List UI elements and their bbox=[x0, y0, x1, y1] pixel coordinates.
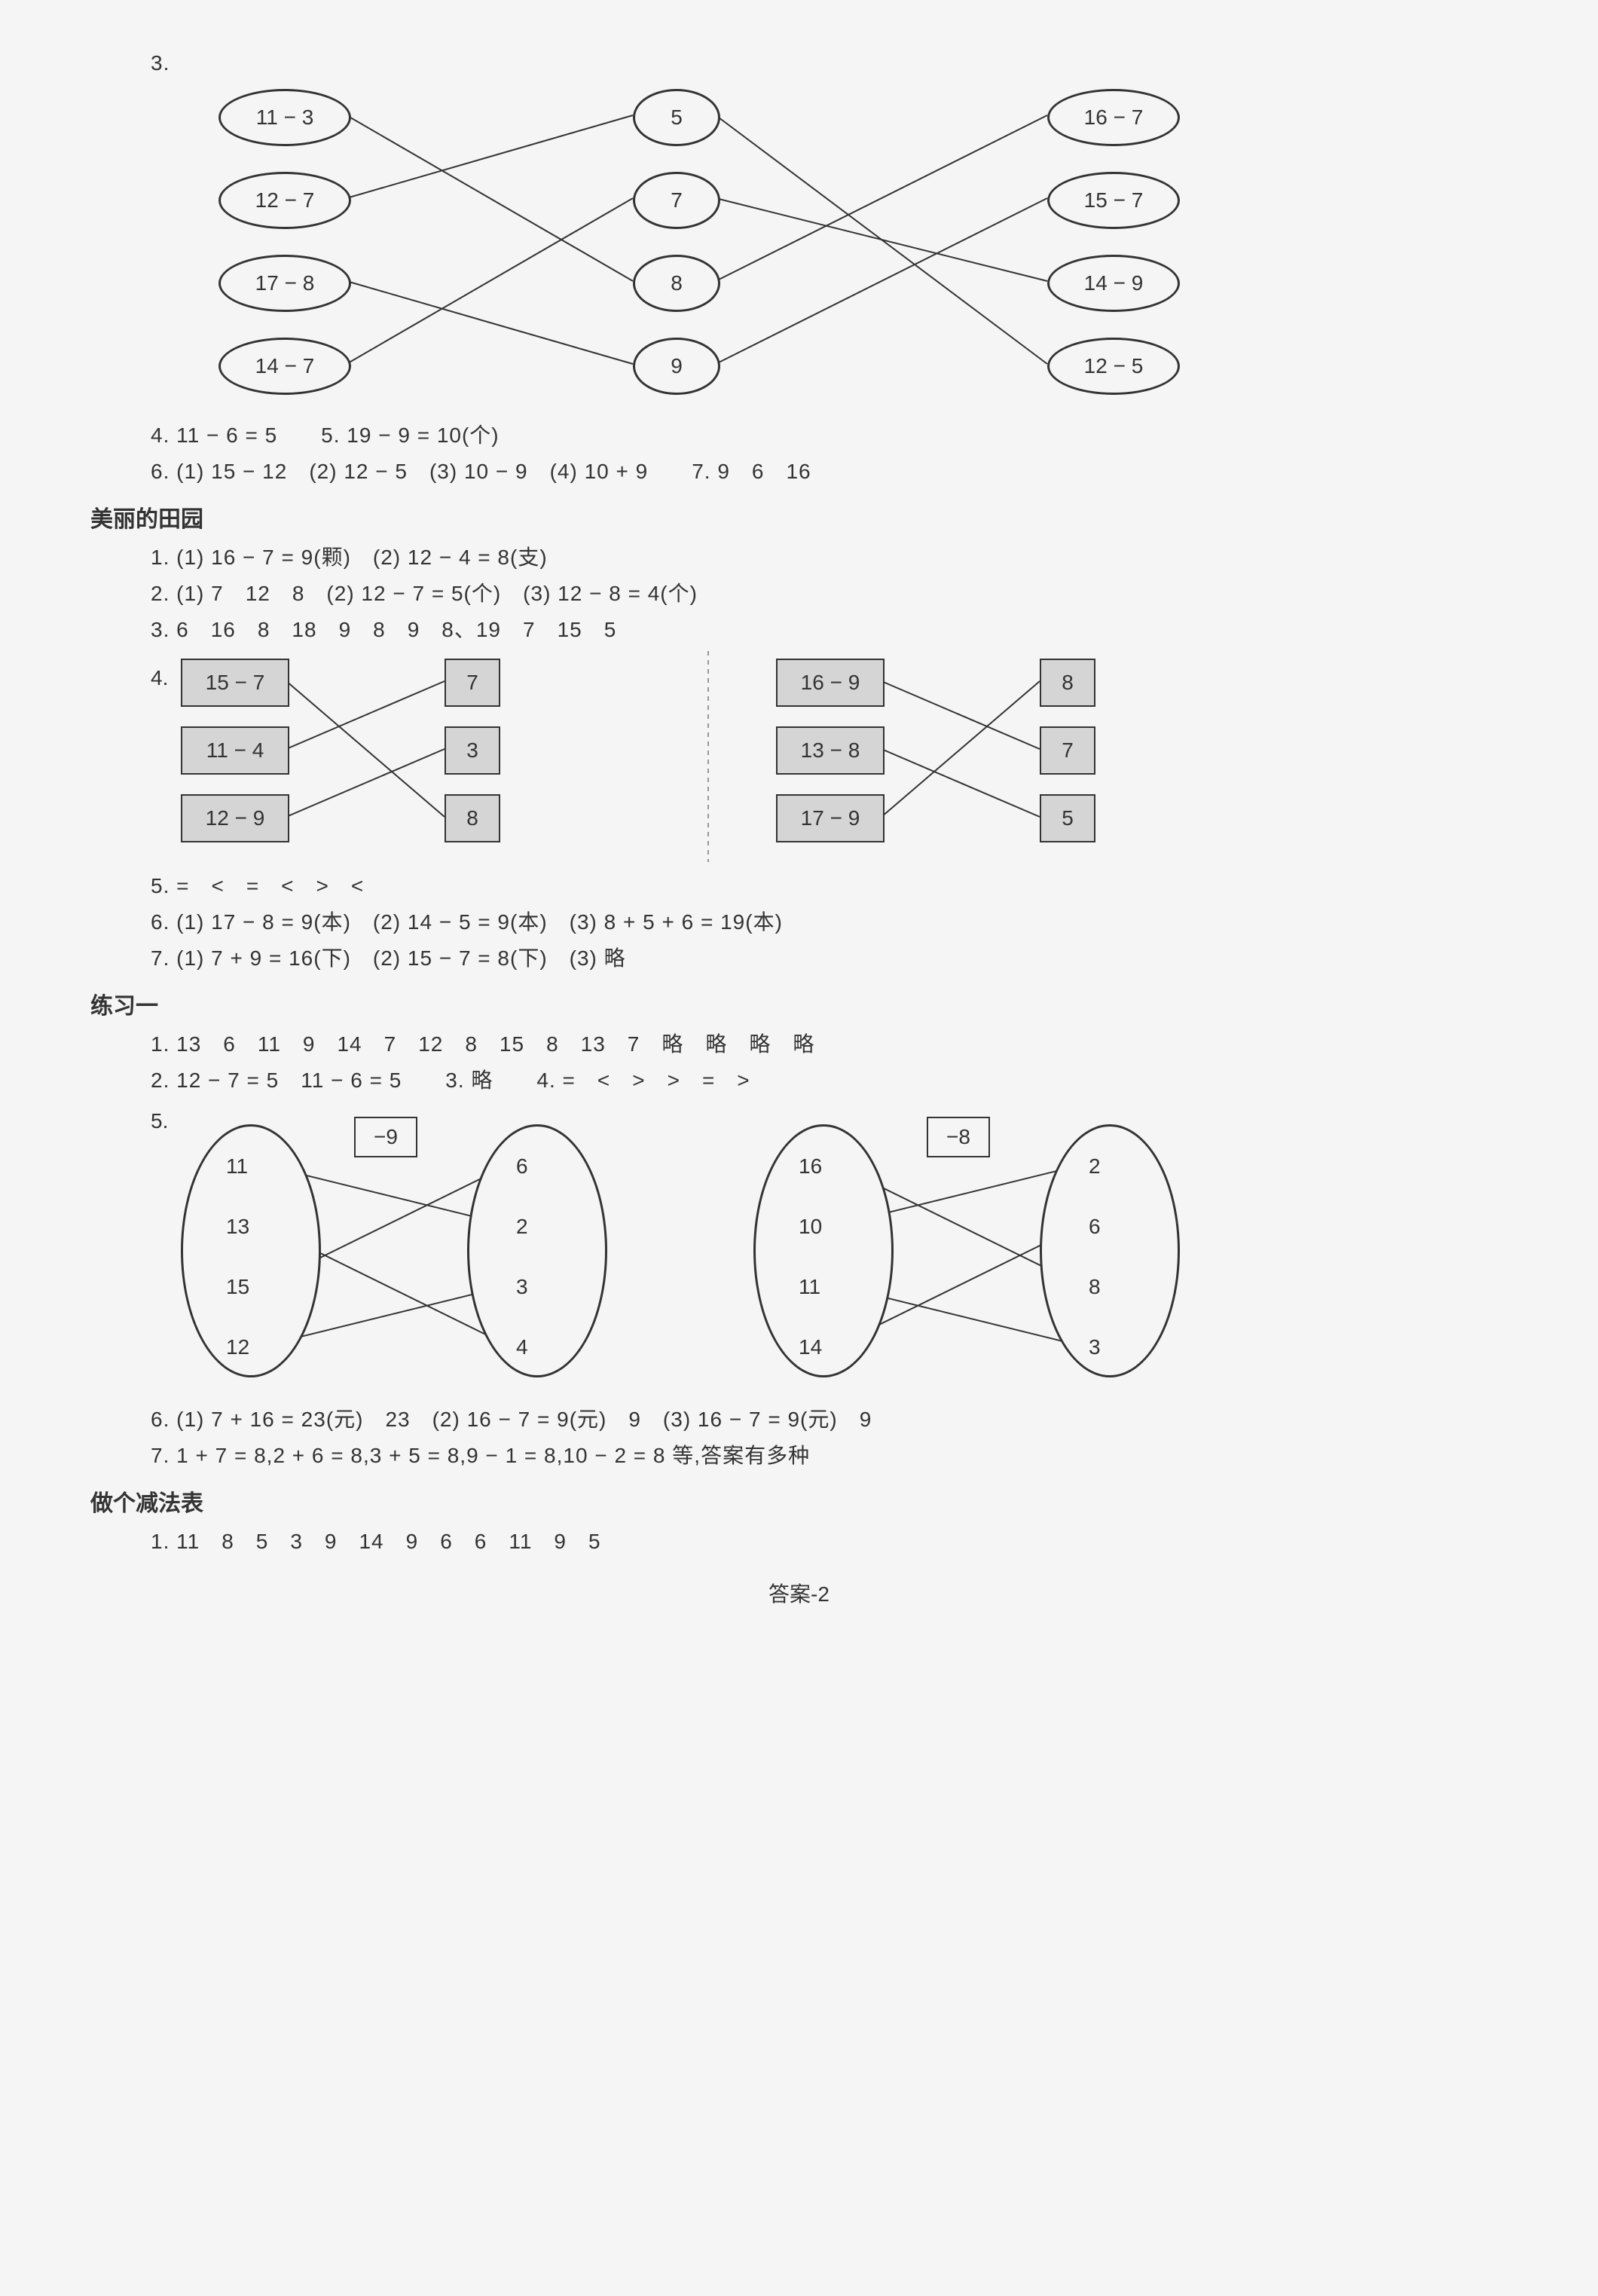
section-subtraction-table: 做个减法表 bbox=[90, 1484, 1538, 1518]
q5-p1-op: −8 bbox=[927, 1117, 990, 1157]
page-footer: 答案-2 bbox=[60, 1578, 1538, 1608]
q4-l-dst-1: 3 bbox=[445, 726, 500, 775]
q5-p0-op: −9 bbox=[354, 1117, 417, 1157]
line-e-1: 7. 1 + 7 = 8,2 + 6 = 8,3 + 5 = 8,9 − 1 =… bbox=[151, 1439, 1538, 1469]
q3-mid-1: 7 bbox=[633, 172, 720, 229]
q4-l-dst-2: 8 bbox=[445, 794, 500, 842]
q5-p1-l-0: 16 bbox=[799, 1154, 822, 1179]
q5-p1-r-0: 2 bbox=[1089, 1154, 1101, 1179]
q4-r-src-2: 17 − 9 bbox=[776, 794, 885, 842]
q5-p1-l-2: 11 bbox=[799, 1275, 820, 1299]
q3-mid-3: 9 bbox=[633, 338, 720, 395]
q4-l-dst-0: 7 bbox=[445, 659, 500, 707]
q5-label: 5. bbox=[151, 1109, 168, 1133]
section-exercise-1: 练习一 bbox=[90, 987, 1538, 1020]
q3-left-0: 11 − 3 bbox=[218, 89, 351, 146]
line-d-0: 1. 13 6 11 9 14 7 12 8 15 8 13 7 略 略 略 略 bbox=[151, 1028, 1538, 1058]
q3-left-2: 17 − 8 bbox=[218, 255, 351, 312]
line-a-1: 6. (1) 15 − 12 (2) 12 − 5 (3) 10 − 9 (4)… bbox=[151, 455, 1538, 485]
q5-p1-l-1: 10 bbox=[799, 1215, 822, 1239]
q3-left-3: 14 − 7 bbox=[218, 338, 351, 395]
line-c-1: 6. (1) 17 − 8 = 9(本) (2) 14 − 5 = 9(本) (… bbox=[151, 906, 1538, 936]
line-a-0: 4. 11 − 6 = 5 5. 19 − 9 = 10(个) bbox=[151, 419, 1538, 449]
q3-label: 3. bbox=[151, 51, 1538, 75]
q4-r-dst-0: 8 bbox=[1040, 659, 1095, 707]
q5-p1-oval-0 bbox=[753, 1124, 894, 1377]
section-beautiful-field: 美丽的田园 bbox=[90, 500, 1538, 533]
q5-p0-oval-0 bbox=[181, 1124, 321, 1377]
q5-p0-l-3: 12 bbox=[226, 1335, 249, 1359]
line-c-0: 5. = < = < > < bbox=[151, 870, 1538, 900]
line-c-2: 7. (1) 7 + 9 = 16(下) (2) 15 − 7 = 8(下) (… bbox=[151, 942, 1538, 972]
q4-r-src-0: 16 − 9 bbox=[776, 659, 885, 707]
q4-label: 4. bbox=[151, 666, 168, 690]
q4-l-src-2: 12 − 9 bbox=[181, 794, 289, 842]
q4-l-src-0: 15 − 7 bbox=[181, 659, 289, 707]
q5-p0-l-0: 11 bbox=[226, 1154, 248, 1179]
q4-l-src-1: 11 − 4 bbox=[181, 726, 289, 775]
line-b-2: 3. 6 16 8 18 9 8 9 8、19 7 15 5 bbox=[151, 613, 1538, 644]
q3-left-1: 12 − 7 bbox=[218, 172, 351, 229]
q5-p0-r-2: 3 bbox=[516, 1275, 528, 1299]
line-d-1: 2. 12 − 7 = 5 11 − 6 = 5 3. 略 4. = < > >… bbox=[151, 1064, 1538, 1094]
q5-p0-oval-1 bbox=[467, 1124, 607, 1377]
q5-p0-l-1: 13 bbox=[226, 1215, 249, 1239]
q3-right-2: 14 − 9 bbox=[1047, 255, 1180, 312]
q3-mid-0: 5 bbox=[633, 89, 720, 146]
q5-p1-r-2: 8 bbox=[1089, 1275, 1101, 1299]
q3-right-0: 16 − 7 bbox=[1047, 89, 1180, 146]
q3-diagram: 11 − 3 12 − 7 17 − 8 14 − 7 5 7 8 9 16 − 7 15 − 7… bbox=[151, 81, 1281, 413]
q3-mid-2: 8 bbox=[633, 255, 720, 312]
q5-p1-oval-1 bbox=[1040, 1124, 1180, 1377]
q4-r-dst-1: 7 bbox=[1040, 726, 1095, 775]
line-f-0: 1. 11 8 5 3 9 14 9 6 6 11 9 5 bbox=[151, 1525, 1538, 1555]
q5-p0-l-2: 15 bbox=[226, 1275, 249, 1299]
line-b-1: 2. (1) 7 12 8 (2) 12 − 7 = 5(个) (3) 12 −… bbox=[151, 577, 1538, 607]
q5-p0-r-0: 6 bbox=[516, 1154, 528, 1179]
q4-diagram: 4. 15 − 7 11 − 4 12 − 9 7 3 8 16 − 9 13 − 8 17 − … bbox=[151, 651, 1205, 862]
line-b-0: 1. (1) 16 − 7 = 9(颗) (2) 12 − 4 = 8(支) bbox=[151, 541, 1538, 571]
q5-diagram: 5. −9 11 13 15 12 6 2 3 4 −8 16 10 11 14 2 6 8 3 bbox=[151, 1102, 1205, 1388]
q4-r-dst-2: 5 bbox=[1040, 794, 1095, 842]
q3-right-3: 12 − 5 bbox=[1047, 338, 1180, 395]
q5-p1-r-3: 3 bbox=[1089, 1335, 1101, 1359]
line-e-0: 6. (1) 7 + 16 = 23(元) 23 (2) 16 − 7 = 9(… bbox=[151, 1403, 1538, 1433]
q4-r-src-1: 13 − 8 bbox=[776, 726, 885, 775]
q5-p0-r-1: 2 bbox=[516, 1215, 528, 1239]
q5-p0-r-3: 4 bbox=[516, 1335, 528, 1359]
q5-p1-r-1: 6 bbox=[1089, 1215, 1101, 1239]
q3-right-1: 15 − 7 bbox=[1047, 172, 1180, 229]
q5-p1-l-3: 14 bbox=[799, 1335, 822, 1359]
